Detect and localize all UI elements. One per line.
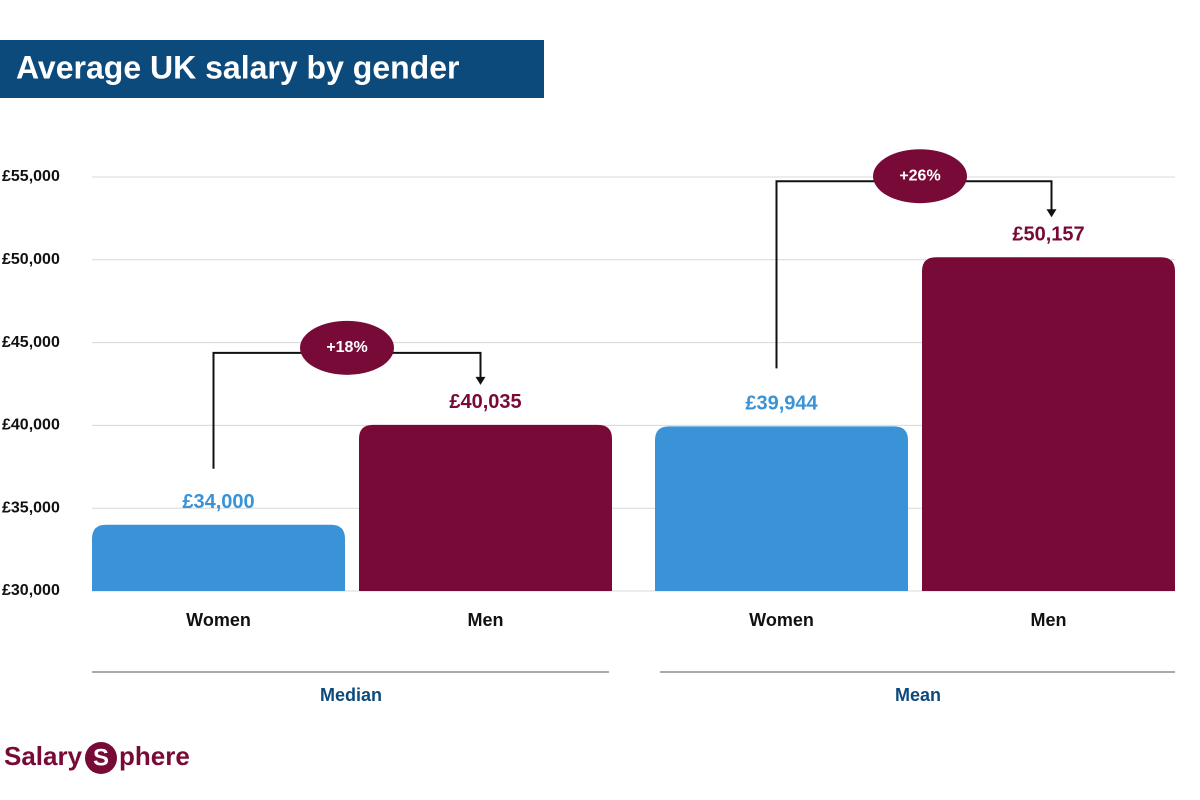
title-box [0,40,544,98]
annotation-arrow [475,376,486,385]
y-tick-label: £55,000 [2,168,60,185]
value-label: £40,035 [449,391,521,413]
annotation-pill [300,320,394,375]
group-label: Mean [895,685,941,705]
y-tick-label: £40,000 [2,417,60,434]
brand-part: phere [119,741,190,771]
x-tick-label: Women [749,610,814,630]
brand-circle [85,742,117,774]
x-tick-label: Women [186,610,251,630]
value-label: £50,157 [1012,223,1084,245]
bar [359,424,612,591]
annotation-pill [873,149,967,204]
chart-title: Average UK salary by gender [16,49,459,85]
value-label: £34,000 [182,491,254,513]
y-tick-label: £45,000 [2,334,60,351]
y-tick-label: £35,000 [2,499,60,516]
brand-part: S [93,744,109,771]
value-label: £39,944 [745,393,818,415]
y-tick-label: £30,000 [2,582,60,599]
annotation: +18% [326,339,367,356]
bar [922,257,1175,591]
annotation-arrow [1046,209,1057,218]
y-tick-label: £50,000 [2,251,60,268]
x-tick-label: Men [468,610,504,630]
bar [92,524,345,591]
x-tick-label: Men [1031,610,1067,630]
group-label: Median [320,685,382,705]
bar [655,426,908,591]
brand-part: Salary [4,741,83,771]
annotation: +26% [899,167,940,184]
